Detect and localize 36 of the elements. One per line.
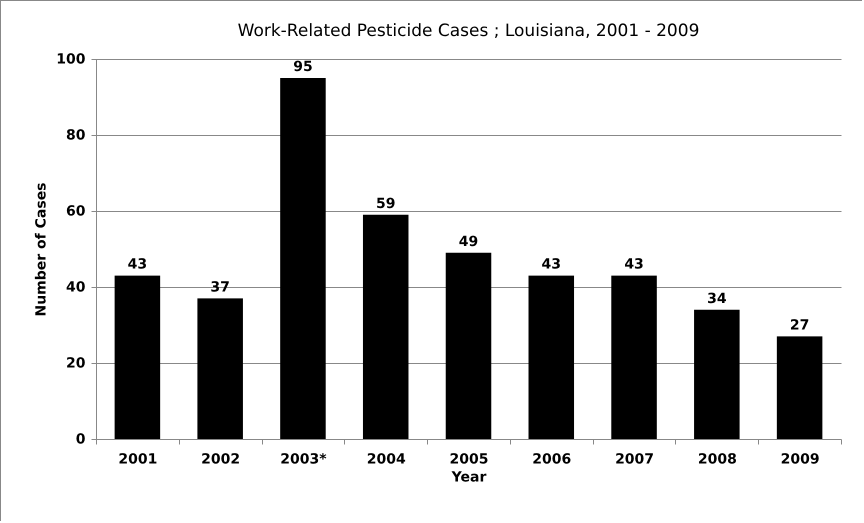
bar	[446, 252, 492, 439]
bar	[611, 276, 657, 439]
x-axis-title: Year	[450, 470, 486, 486]
bar	[776, 336, 822, 439]
y-axis-title: Number of Cases	[33, 182, 50, 317]
y-tick-label: 20	[66, 356, 86, 372]
x-tick-label: 2003*	[280, 452, 328, 468]
x-tick-label: 2005	[450, 452, 488, 468]
y-tick-label: 40	[66, 280, 86, 296]
bar	[280, 78, 326, 439]
data-label: 34	[707, 290, 727, 307]
data-label: 59	[376, 196, 396, 212]
y-tick-label: 80	[66, 128, 86, 144]
bar	[114, 276, 160, 439]
bar	[694, 310, 740, 439]
x-tick-label: 2001	[118, 452, 158, 468]
data-label: 43	[624, 256, 644, 273]
data-label: 43	[542, 256, 562, 273]
data-label: 27	[790, 317, 810, 334]
data-label: 43	[128, 256, 148, 273]
x-tick-label: 2006	[532, 452, 572, 468]
bar	[362, 214, 408, 439]
y-tick-label: 100	[56, 52, 86, 68]
y-tick-label: 60	[66, 204, 86, 220]
data-label: 95	[293, 59, 313, 75]
x-tick-label: 2008	[698, 452, 737, 468]
x-tick-label: 2004	[366, 452, 406, 468]
chart-title: Work-Related Pesticide Cases ; Louisiana, 2001 - 2009	[238, 21, 700, 41]
bar	[528, 276, 574, 439]
x-tick-label: 2009	[780, 452, 820, 468]
bar	[197, 298, 243, 439]
data-label: 37	[210, 279, 230, 296]
y-tick-label: 0	[76, 432, 86, 448]
data-label: 49	[458, 234, 478, 250]
x-tick-label: 2002	[201, 452, 240, 468]
x-tick-label: 2007	[615, 452, 654, 468]
